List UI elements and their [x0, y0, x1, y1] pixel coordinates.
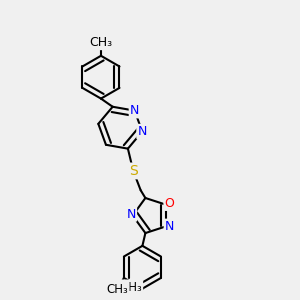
Text: CH₃: CH₃: [89, 36, 112, 49]
Text: N: N: [165, 220, 174, 233]
Text: S: S: [129, 164, 138, 178]
Text: O: O: [165, 197, 175, 210]
Text: CH₃: CH₃: [106, 283, 128, 296]
Text: N: N: [137, 125, 147, 138]
Text: N: N: [130, 104, 139, 117]
Text: N: N: [127, 208, 136, 220]
Text: CH₃: CH₃: [120, 281, 142, 294]
